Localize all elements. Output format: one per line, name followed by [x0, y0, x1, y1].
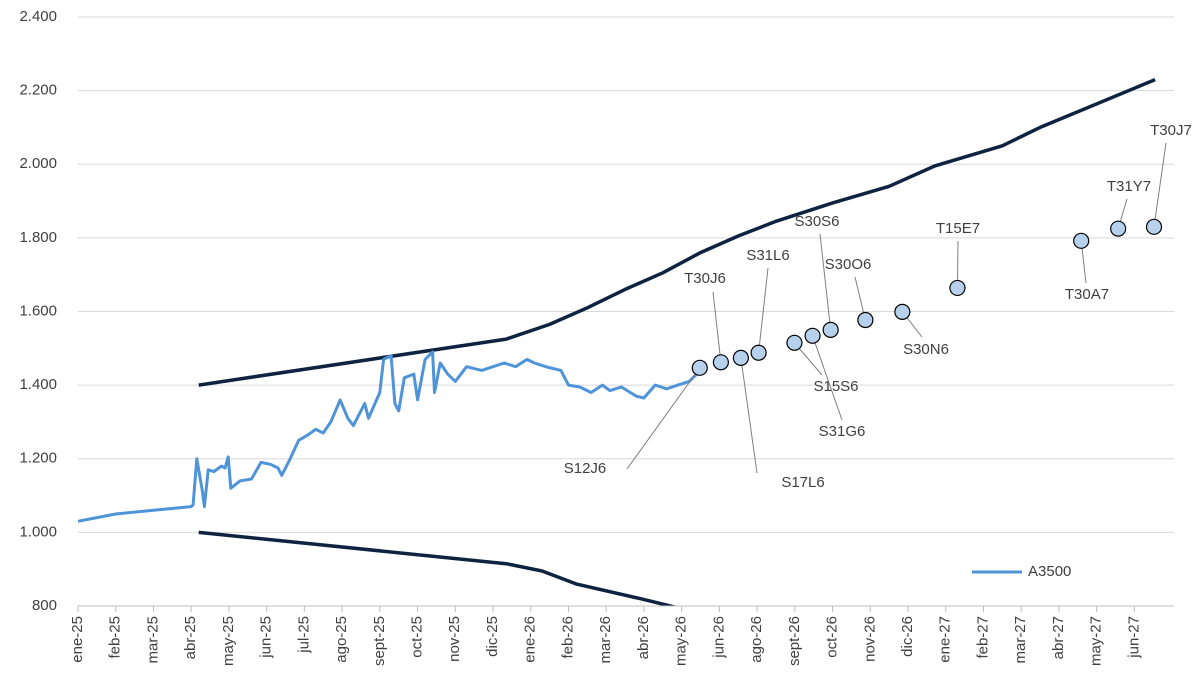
x-tick-label: oct-26	[824, 616, 841, 658]
x-tick-label: jun-27	[1125, 616, 1142, 659]
x-tick-label: feb-26	[559, 616, 576, 659]
y-tick-label: 2.200	[19, 82, 57, 99]
x-tick-label: abr-27	[1050, 616, 1067, 659]
x-tick-label: dic-25	[484, 616, 501, 657]
y-tick-label: 2.000	[19, 155, 57, 172]
leader-line	[819, 233, 831, 323]
point	[1110, 220, 1127, 237]
point	[1073, 232, 1090, 249]
x-tick-label: sept-26	[786, 616, 803, 666]
x-tick-label: may-25	[220, 616, 237, 666]
leader-line	[854, 276, 864, 313]
point-label: S15S6	[813, 378, 858, 395]
leader-line	[814, 343, 843, 421]
x-tick-label: oct-25	[409, 616, 426, 658]
grid	[78, 16, 1174, 533]
point	[732, 349, 749, 366]
leader-line	[1081, 248, 1087, 284]
point-label: S30O6	[825, 256, 872, 273]
point-label: S30S6	[794, 213, 839, 230]
leader-line	[1119, 198, 1128, 222]
leader-line	[1154, 142, 1167, 219]
x-tick-label: mar-27	[1012, 616, 1029, 664]
point	[712, 354, 729, 371]
annotations: 800 1.000 1.200 1.400 1.600 1.800 2.000 2.200 2.…	[19, 8, 1191, 666]
x-tick-label: nov-25	[446, 616, 463, 662]
x-tick-label: may-26	[673, 616, 690, 666]
point	[857, 311, 874, 329]
point-label: T30A7	[1065, 286, 1109, 303]
x-tick-label: abr-26	[635, 616, 652, 659]
point	[894, 303, 911, 320]
y-tick-label: 2.400	[19, 8, 57, 25]
x-tick-label: dic-26	[899, 616, 916, 657]
point	[691, 359, 708, 376]
y-tick-label: 800	[32, 597, 57, 614]
point-label: T15E7	[936, 220, 980, 237]
x-tick-label: ene-27	[937, 616, 954, 663]
x-tick-label: mar-25	[144, 616, 161, 664]
x-tick-label: jun-26	[710, 616, 727, 659]
leader-line	[741, 365, 758, 474]
y-tick-label: 1.400	[19, 376, 57, 393]
x-tick-label: mar-26	[597, 616, 614, 664]
x-tick-label: abr-25	[182, 616, 199, 659]
y-tick-label: 1.200	[19, 450, 57, 467]
series-line	[198, 530, 678, 606]
x-tick-label: ene-26	[522, 616, 539, 663]
point-label: S30N6	[903, 341, 949, 358]
x-tick-label: jun-25	[258, 616, 275, 659]
x-tick-label: jul-25	[295, 616, 312, 654]
point-label: T30J7	[1150, 122, 1192, 139]
y-tick-label: 1.600	[19, 302, 57, 319]
y-tick-label: 1.800	[19, 229, 57, 246]
point	[804, 327, 821, 344]
leader-line	[906, 317, 923, 338]
point-label: S12J6	[564, 460, 607, 477]
point	[1145, 218, 1163, 235]
point-label: T31Y7	[1107, 178, 1151, 195]
plot-area	[78, 77, 1156, 606]
point	[786, 334, 803, 351]
leader-line	[799, 348, 823, 376]
point-label: T30J6	[684, 270, 726, 287]
leader-line	[712, 291, 721, 355]
point-label: S31G6	[819, 423, 866, 440]
point	[750, 344, 767, 361]
x-tick-label: sept-25	[371, 616, 388, 666]
x-tick-label: nov-26	[861, 616, 878, 662]
point	[949, 279, 966, 297]
x-tick-label: ene-25	[69, 616, 86, 663]
x-tick-label: ago-26	[748, 616, 765, 663]
leader-line	[758, 267, 769, 345]
leader-line	[626, 374, 696, 470]
legend-label: A3500	[1028, 563, 1071, 580]
x-tick-label: feb-25	[107, 616, 124, 659]
y-tick-label: 1.000	[19, 523, 57, 540]
series-line	[198, 77, 1156, 387]
series-line	[78, 350, 704, 523]
x-tick-label: may-27	[1088, 616, 1105, 666]
x-tick-label: ago-25	[333, 616, 350, 663]
x-tick-label: feb-27	[974, 616, 991, 659]
point	[822, 321, 839, 339]
point-label: S31L6	[746, 247, 789, 264]
point-label: S17L6	[781, 474, 824, 491]
